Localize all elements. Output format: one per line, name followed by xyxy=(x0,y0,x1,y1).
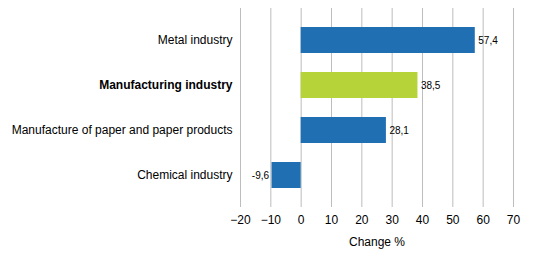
svg-text:70: 70 xyxy=(507,213,521,227)
svg-text:−10: −10 xyxy=(261,213,282,227)
svg-text:−20: −20 xyxy=(230,213,251,227)
svg-text:38,5: 38,5 xyxy=(421,80,441,91)
svg-text:Change %: Change % xyxy=(349,235,405,249)
svg-text:28,1: 28,1 xyxy=(389,125,409,136)
svg-text:60: 60 xyxy=(476,213,490,227)
svg-text:0: 0 xyxy=(298,213,305,227)
svg-text:Chemical industry: Chemical industry xyxy=(137,168,232,182)
svg-text:50: 50 xyxy=(446,213,460,227)
svg-text:-9,6: -9,6 xyxy=(252,170,270,181)
svg-text:20: 20 xyxy=(355,213,369,227)
svg-text:40: 40 xyxy=(416,213,430,227)
svg-text:Metal industry: Metal industry xyxy=(158,33,233,47)
svg-text:30: 30 xyxy=(385,213,399,227)
svg-text:Manufacturing industry: Manufacturing industry xyxy=(99,78,233,92)
svg-text:Manufacture of paper and paper: Manufacture of paper and paper products xyxy=(12,123,233,137)
svg-text:57,4: 57,4 xyxy=(478,35,498,46)
svg-text:10: 10 xyxy=(325,213,339,227)
